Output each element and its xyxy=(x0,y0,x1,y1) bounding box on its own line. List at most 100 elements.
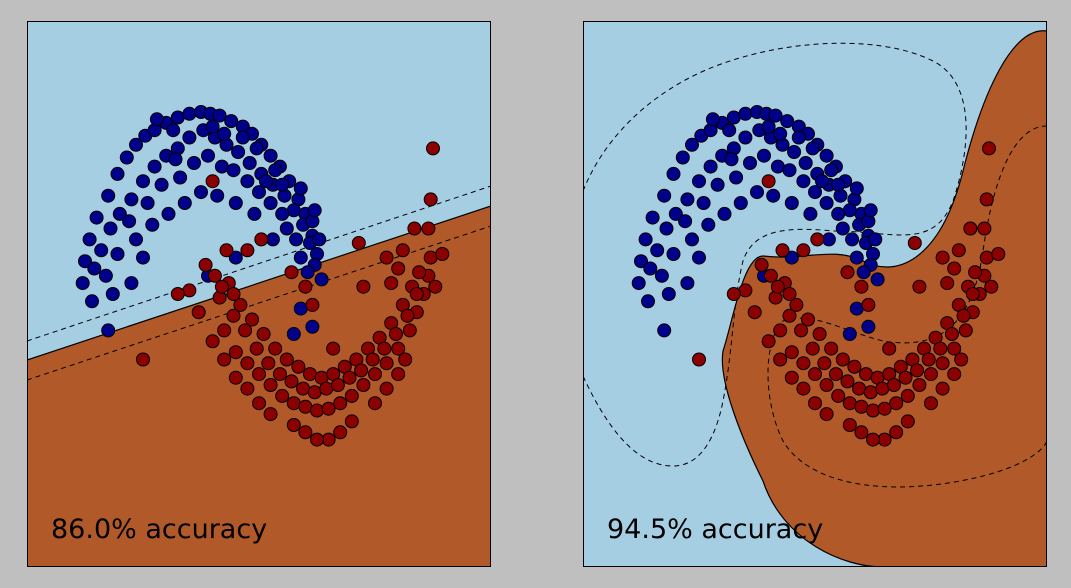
data-point-class-0 xyxy=(696,196,711,210)
data-point-class-0 xyxy=(849,250,864,265)
data-point-class-0 xyxy=(212,108,227,123)
margin-line-2 xyxy=(583,42,967,467)
data-point-class-1 xyxy=(252,367,266,382)
data-point-class-1 xyxy=(951,243,966,258)
data-point-class-1 xyxy=(344,414,359,429)
data-point-class-0 xyxy=(661,287,676,301)
data-point-class-0 xyxy=(129,137,143,152)
data-point-class-1 xyxy=(263,378,278,392)
data-point-class-1 xyxy=(763,268,778,283)
data-point-class-0 xyxy=(668,206,683,221)
data-point-class-1 xyxy=(217,352,232,367)
panel-linear-svm: 86.0% accuracy xyxy=(27,21,491,567)
data-point-class-1 xyxy=(303,367,317,382)
data-point-class-0 xyxy=(680,276,695,291)
data-point-class-1 xyxy=(379,250,394,265)
data-point-class-1 xyxy=(249,341,264,356)
data-point-class-0 xyxy=(154,177,169,192)
data-point-class-1 xyxy=(298,279,313,294)
data-point-class-1 xyxy=(391,341,406,356)
data-point-class-0 xyxy=(129,232,143,247)
data-point-class-1 xyxy=(423,250,438,265)
data-point-class-0 xyxy=(766,188,781,203)
data-point-class-0 xyxy=(666,166,681,181)
data-point-class-0 xyxy=(657,323,672,338)
data-point-class-0 xyxy=(768,108,783,123)
data-point-class-0 xyxy=(124,276,139,291)
data-point-class-0 xyxy=(235,130,250,145)
data-point-class-1 xyxy=(784,370,799,385)
data-point-class-1 xyxy=(910,363,925,378)
data-point-class-0 xyxy=(835,221,850,236)
data-point-class-0 xyxy=(177,196,192,210)
data-point-class-0 xyxy=(750,185,764,200)
data-point-class-1 xyxy=(775,243,790,258)
data-point-class-1 xyxy=(263,407,278,422)
data-point-class-0 xyxy=(140,196,155,210)
data-point-class-1 xyxy=(365,352,380,367)
data-point-class-0 xyxy=(819,148,834,163)
data-point-class-1 xyxy=(796,356,811,371)
data-point-class-1 xyxy=(333,396,348,411)
data-point-class-0 xyxy=(312,232,327,247)
data-point-class-1 xyxy=(859,367,873,382)
data-point-class-0 xyxy=(265,232,280,247)
data-point-class-0 xyxy=(249,141,264,156)
data-point-class-0 xyxy=(286,203,301,218)
data-point-class-1 xyxy=(854,399,869,414)
data-point-class-0 xyxy=(101,188,116,203)
data-point-class-1 xyxy=(954,352,969,367)
data-point-class-1 xyxy=(228,370,243,385)
data-point-class-0 xyxy=(293,181,308,196)
data-point-class-1 xyxy=(747,305,762,320)
data-point-class-0 xyxy=(815,174,829,189)
data-point-class-1 xyxy=(245,312,259,327)
margin-line-2 xyxy=(27,225,491,381)
data-point-class-1 xyxy=(191,305,206,320)
data-point-class-1 xyxy=(933,341,948,356)
data-point-class-0 xyxy=(733,196,748,210)
data-point-class-1 xyxy=(842,418,857,432)
data-point-class-0 xyxy=(805,141,820,156)
data-point-class-1 xyxy=(319,381,334,396)
data-point-class-1 xyxy=(808,367,822,382)
data-point-class-1 xyxy=(233,297,248,312)
data-point-class-1 xyxy=(170,287,185,301)
data-point-class-1 xyxy=(426,141,440,156)
data-point-class-0 xyxy=(738,106,753,121)
data-point-class-1 xyxy=(286,418,301,432)
data-point-class-0 xyxy=(136,174,150,189)
data-point-class-0 xyxy=(194,185,208,200)
data-point-class-0 xyxy=(231,145,246,159)
data-point-class-0 xyxy=(842,327,857,341)
data-point-class-0 xyxy=(147,159,162,174)
data-point-class-1 xyxy=(947,261,962,276)
data-point-class-1 xyxy=(421,221,436,236)
data-point-class-1 xyxy=(310,432,324,447)
data-point-class-1 xyxy=(428,279,443,294)
data-point-class-1 xyxy=(214,279,229,294)
data-point-class-0 xyxy=(89,210,104,225)
data-point-class-1 xyxy=(205,334,220,349)
data-point-class-0 xyxy=(98,268,113,283)
data-point-class-1 xyxy=(866,432,880,447)
plot-area xyxy=(583,21,1047,567)
data-point-class-0 xyxy=(182,130,197,145)
data-point-class-0 xyxy=(692,174,706,189)
axes-frame xyxy=(583,21,1047,567)
data-point-class-0 xyxy=(657,188,672,203)
data-point-class-1 xyxy=(207,268,222,283)
data-point-class-0 xyxy=(314,272,329,287)
data-point-class-0 xyxy=(856,265,871,280)
data-point-class-1 xyxy=(342,370,357,385)
data-point-class-1 xyxy=(824,341,839,356)
data-point-class-1 xyxy=(977,221,992,236)
data-point-class-1 xyxy=(810,232,825,247)
data-point-class-1 xyxy=(275,388,290,403)
data-point-class-1 xyxy=(379,381,394,396)
data-point-class-1 xyxy=(286,396,301,411)
data-point-class-0 xyxy=(717,206,732,221)
data-point-class-1 xyxy=(958,323,973,338)
data-point-class-0 xyxy=(145,217,160,232)
data-point-class-0 xyxy=(214,159,229,174)
